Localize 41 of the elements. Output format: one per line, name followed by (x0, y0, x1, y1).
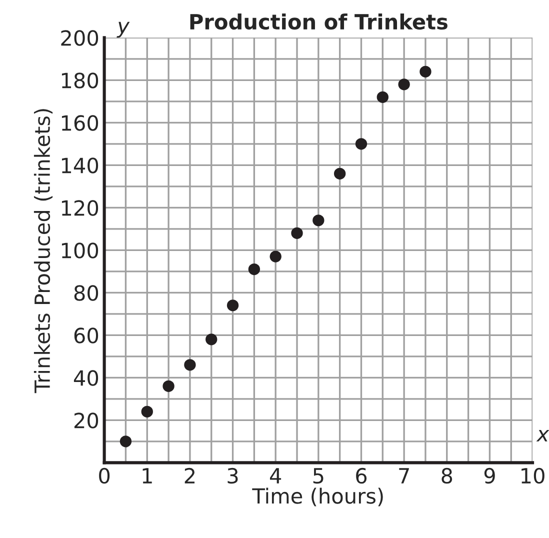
y-tick-label: 140 (62, 158, 98, 174)
point (184, 359, 196, 371)
y-tick-label: 80 (74, 285, 98, 301)
point (206, 334, 218, 346)
x-tick-label: 0 (99, 468, 110, 484)
point (398, 78, 410, 90)
y-tick-label: 100 (62, 242, 98, 258)
annotation: y (116, 22, 130, 38)
x-tick-label: 4 (270, 468, 282, 484)
point (226, 300, 239, 312)
x-tick-label: 7 (399, 468, 409, 484)
y-tick-label: 200 (61, 30, 98, 46)
x-tick-label: 9 (484, 468, 495, 484)
y-tick-label: 60 (74, 328, 98, 344)
y-tick-label: 180 (62, 72, 98, 88)
point (291, 227, 303, 240)
y-tick-label: 40 (74, 370, 98, 386)
x-tick-label: 2 (184, 468, 194, 484)
point (141, 406, 153, 418)
point (120, 436, 132, 448)
point (248, 263, 260, 276)
x-tick-label: 1 (142, 468, 152, 484)
text: x (536, 430, 549, 442)
x-tick-label: 6 (356, 468, 367, 484)
point (376, 91, 388, 104)
chart-title: Production of Trinkets (190, 13, 448, 30)
x-tick-label: 10 (522, 468, 544, 484)
point (312, 214, 324, 226)
x-tick-label: 5 (313, 468, 324, 484)
y-tick-label: 20 (74, 412, 98, 428)
point (334, 168, 346, 180)
x-axis-title: Time (hours) (252, 488, 383, 506)
y-tick-label: 160 (62, 115, 98, 131)
point (162, 380, 174, 392)
y-axis-title: Trinkets Produced (trinkets) (34, 109, 53, 394)
point (355, 138, 368, 150)
y-tick-label: 120 (62, 200, 98, 216)
x-tick-label: 3 (228, 468, 238, 484)
x-tick-label: 8 (442, 468, 452, 484)
point (270, 250, 282, 262)
point (420, 66, 432, 78)
